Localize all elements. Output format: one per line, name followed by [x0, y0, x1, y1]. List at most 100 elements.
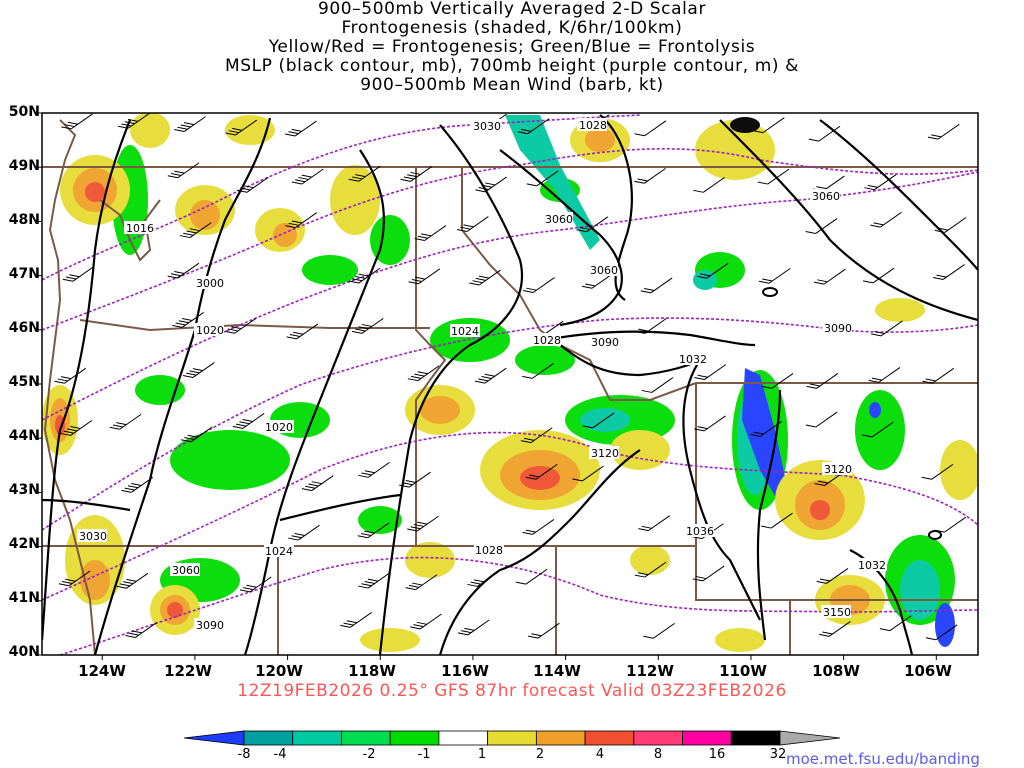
- colorbar-cell: [682, 730, 732, 746]
- wind-barb: [456, 216, 489, 232]
- lon-label-110w: 110W: [719, 662, 767, 680]
- wind-barb: [475, 176, 507, 193]
- svg-text:1028: 1028: [475, 544, 503, 557]
- colorbar-label: 32: [769, 747, 787, 762]
- wind-barb: [109, 413, 142, 430]
- wind-barb: [864, 174, 897, 191]
- wind-barb: [870, 211, 902, 228]
- wind-barb: [694, 415, 726, 432]
- svg-text:1020: 1020: [196, 324, 224, 337]
- colorbar-left-arrow: [183, 730, 245, 746]
- wind-barb: [757, 168, 790, 185]
- colorbar: [183, 730, 841, 746]
- frontogenesis-red-areas: [55, 182, 830, 618]
- wind-barb: [408, 268, 441, 285]
- svg-text:1028: 1028: [533, 334, 561, 347]
- mslp-label: 1024: [264, 544, 294, 558]
- wind-barb: [182, 362, 215, 378]
- svg-text:1024: 1024: [265, 545, 293, 558]
- wind-barb: [933, 264, 965, 280]
- height-label: 3000: [194, 276, 224, 290]
- wind-barb: [232, 413, 265, 429]
- wind-barb: [692, 565, 725, 582]
- colorbar-label: 2: [535, 747, 545, 762]
- svg-text:3120: 3120: [824, 463, 852, 476]
- wind-barb: [348, 267, 381, 284]
- wind-barb: [921, 463, 954, 480]
- wind-barb: [62, 265, 95, 282]
- wind-barb: [225, 119, 258, 136]
- id-wa-border: [415, 167, 447, 546]
- lat-label-45n: 45N: [8, 374, 40, 390]
- wind-barb: [522, 519, 555, 535]
- colorbar-cell: [584, 730, 635, 746]
- colorbar-label: 16: [708, 747, 726, 762]
- svg-text:3060: 3060: [545, 213, 573, 226]
- lat-label-44n: 44N: [8, 428, 40, 444]
- wind-barb: [357, 522, 390, 539]
- wind-barb: [407, 365, 440, 382]
- svg-text:1032: 1032: [858, 559, 886, 572]
- colorbar-cell: [487, 730, 537, 746]
- wind-barb: [174, 116, 206, 133]
- title-line-3: Yellow/Red = Frontogenesis; Green/Blue =…: [268, 37, 756, 57]
- colorbar-label: -8: [237, 747, 251, 762]
- svg-text:3030: 3030: [79, 530, 107, 543]
- colorbar-label: 4: [595, 747, 605, 762]
- wind-barb: [58, 570, 91, 587]
- wind-barb: [224, 317, 257, 334]
- mslp-label: 1032: [677, 352, 707, 366]
- title-line-4: MSLP (black contour, mb), 700mb height (…: [224, 56, 800, 76]
- wind-barb: [752, 117, 785, 134]
- lon-label-108w: 108W: [812, 662, 860, 680]
- wind-barb: [405, 574, 438, 591]
- wind-barb: [118, 113, 150, 129]
- height-label: 3120: [589, 446, 619, 460]
- source-credit: moe.met.fsu.edu/banding: [786, 750, 980, 768]
- svg-text:3120: 3120: [591, 447, 619, 460]
- lat-label-47n: 47N: [8, 266, 40, 282]
- axis-ticks: [37, 112, 937, 660]
- wind-barb: [469, 269, 501, 286]
- wind-barb: [634, 120, 667, 137]
- wind-barb: [641, 377, 674, 393]
- wind-barb: [761, 512, 793, 529]
- colorbar-cell: [341, 730, 391, 746]
- wind-barb: [813, 268, 846, 285]
- wind-barb: [358, 461, 390, 478]
- wind-barb: [121, 477, 153, 493]
- height700-contour-labels: 3030 3060 3000 3060 3090 3090 3120 3120 …: [77, 119, 852, 632]
- wind-barb: [861, 421, 894, 438]
- wind-barb: [523, 277, 555, 293]
- wind-barb: [694, 364, 727, 381]
- wind-barb: [467, 571, 500, 587]
- lon-label-118w: 118W: [348, 662, 396, 680]
- colorbar-label: -4: [273, 747, 287, 762]
- lat-label-40n: 40N: [8, 644, 40, 660]
- lat-label-41n: 41N: [8, 590, 40, 606]
- wind-barb: [116, 572, 149, 589]
- lon-label-116w: 116W: [441, 662, 489, 680]
- wind-barb: [239, 576, 272, 593]
- wind-barb: [582, 412, 615, 429]
- svg-text:1036: 1036: [686, 525, 714, 538]
- svg-text:3000: 3000: [196, 277, 224, 290]
- svg-text:1024: 1024: [451, 325, 479, 338]
- wind-barb: [351, 318, 384, 334]
- wind-barbs: [54, 113, 967, 641]
- title-line-2: Frontogenesis (shaded, K/6hr/100km): [341, 18, 683, 38]
- colorbar-cell: [389, 730, 440, 746]
- height-label: 3060: [170, 563, 200, 577]
- wind-barb: [525, 463, 558, 480]
- wind-barb: [520, 427, 553, 444]
- mslp-label: 1020: [194, 323, 224, 337]
- svg-text:3060: 3060: [812, 190, 840, 203]
- height-label: 3150: [821, 605, 851, 619]
- svg-text:3090: 3090: [824, 322, 852, 335]
- height-label: 3060: [543, 212, 573, 226]
- svg-text:3060: 3060: [590, 264, 618, 277]
- wind-barb: [167, 262, 200, 279]
- colorbar-label: 1: [477, 747, 487, 762]
- mslp-contour-labels: 1016 1020 1020 1024 1024 1028 1028 1028 …: [124, 118, 887, 572]
- puget-sound: [99, 199, 161, 262]
